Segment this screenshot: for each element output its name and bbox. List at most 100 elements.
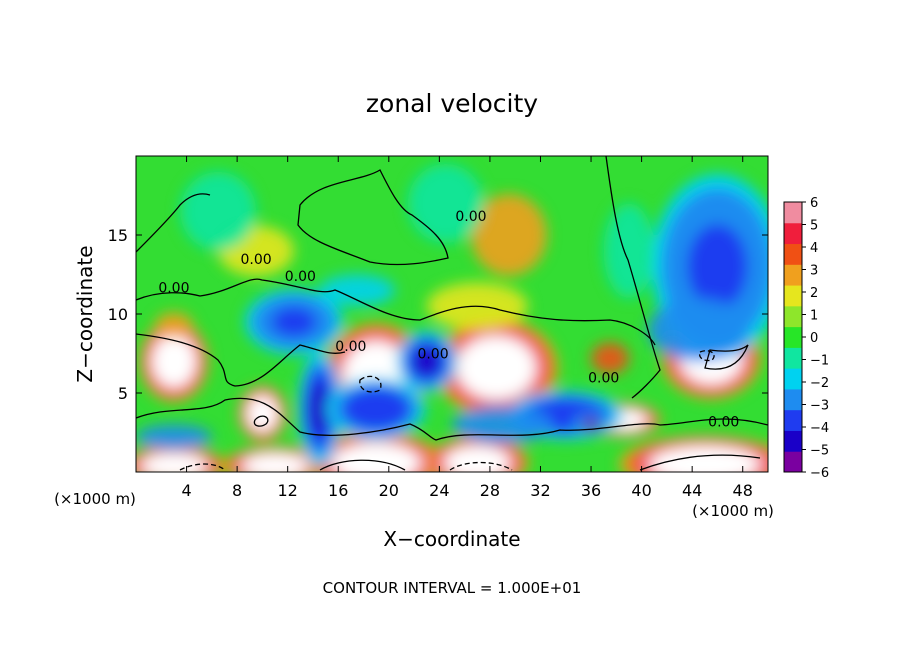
contour-label: 0.00 bbox=[708, 415, 739, 431]
contour-labels: 0.00 0.00 0.00 0.00 0.00 0.00 0.00 0.00 bbox=[158, 209, 739, 431]
colorbar-tick-label: 6 bbox=[810, 196, 818, 211]
field-feature bbox=[136, 446, 226, 472]
colorbar-swatch bbox=[784, 347, 802, 369]
field-feature bbox=[297, 351, 341, 467]
field-feature bbox=[647, 298, 750, 362]
field-blob bbox=[603, 203, 655, 299]
contour-label: 0.00 bbox=[588, 370, 619, 386]
field-blob bbox=[136, 424, 212, 450]
colorbar-tick-label: 0 bbox=[810, 331, 818, 346]
y-axis-label: Z−coordinate bbox=[73, 245, 97, 382]
field-ring bbox=[353, 394, 399, 424]
field-ring bbox=[651, 446, 759, 472]
chart-title: zonal velocity bbox=[366, 89, 538, 118]
x-tick-label: 12 bbox=[278, 481, 298, 500]
colorbar-swatch bbox=[784, 243, 802, 265]
field-feature bbox=[238, 385, 287, 442]
field-blob bbox=[407, 163, 484, 243]
colorbar-tick-label: −5 bbox=[810, 444, 829, 459]
colorbar-swatch bbox=[784, 305, 802, 328]
field-feature bbox=[591, 342, 629, 375]
x-tick-label: 40 bbox=[631, 481, 651, 500]
field-feature bbox=[397, 330, 457, 393]
contour-line bbox=[704, 344, 749, 370]
field-ring bbox=[309, 382, 330, 436]
x-tick-label: 8 bbox=[232, 481, 242, 500]
field-feature bbox=[223, 446, 327, 472]
contour-line bbox=[136, 397, 768, 441]
field-feature bbox=[319, 274, 396, 307]
field-feature bbox=[470, 193, 547, 277]
x-axis-label: X−coordinate bbox=[383, 527, 520, 551]
contour-line bbox=[359, 375, 382, 393]
contour-label: 0.00 bbox=[240, 252, 271, 268]
field-feature bbox=[136, 424, 212, 450]
x-tick-label: 24 bbox=[429, 481, 449, 500]
contour-line bbox=[136, 333, 346, 387]
contour-line bbox=[449, 461, 513, 471]
x-tick-label: 4 bbox=[181, 481, 191, 500]
field-blob bbox=[647, 298, 750, 362]
field-feature bbox=[307, 432, 445, 472]
field-ring bbox=[583, 419, 599, 430]
zero-contours bbox=[136, 156, 768, 471]
colorbar-tick-label: −1 bbox=[810, 354, 829, 369]
x-units-left: (×1000 m) bbox=[54, 490, 136, 508]
field-feature bbox=[407, 163, 484, 243]
colorbar-tick-label: 1 bbox=[810, 309, 818, 324]
contour-line bbox=[253, 415, 269, 427]
field-blob bbox=[470, 193, 547, 277]
contour-label: 0.00 bbox=[158, 280, 189, 296]
colorbar-tick-label: 4 bbox=[810, 241, 818, 256]
field-blob bbox=[452, 405, 554, 444]
field-feature bbox=[244, 289, 344, 355]
contour-interval-note: CONTOUR INTERVAL = 1.000E+01 bbox=[323, 579, 582, 597]
contour-line bbox=[179, 463, 226, 471]
contour-label: 0.00 bbox=[335, 339, 366, 355]
field-ring bbox=[152, 335, 196, 387]
contour-line bbox=[297, 169, 449, 266]
x-tick-label: 32 bbox=[530, 481, 550, 500]
colorbar-swatch bbox=[784, 451, 802, 473]
colorbar-tick-label: −3 bbox=[810, 399, 829, 414]
field-feature bbox=[603, 203, 655, 299]
contour-line bbox=[698, 350, 715, 362]
x-units-right: (×1000 m) bbox=[692, 502, 774, 520]
contour-line bbox=[136, 278, 656, 346]
colorbar-tick-label: 3 bbox=[810, 264, 818, 279]
y-tick-label: 5 bbox=[118, 384, 128, 403]
colorbar-swatch bbox=[784, 222, 802, 245]
x-axis-ticks: 4 8 12 16 20 24 28 32 36 40 44 48 bbox=[181, 156, 753, 500]
field-blob bbox=[180, 171, 257, 251]
y-tick-label: 15 bbox=[108, 226, 128, 245]
y-tick-label: 10 bbox=[108, 305, 128, 324]
contour-line bbox=[605, 156, 661, 399]
contour-label: 0.00 bbox=[417, 347, 448, 363]
colorbar-tick-label: −6 bbox=[810, 466, 829, 481]
contour-label: 0.00 bbox=[285, 269, 316, 285]
colorbar-swatch bbox=[784, 264, 802, 286]
colorbar-tick-label: 2 bbox=[810, 286, 818, 301]
colorbar: 6 5 4 3 2 1 0 −1 −2 −3 −4 −5 −6 bbox=[783, 196, 829, 481]
velocity-field bbox=[136, 163, 768, 472]
field-blob bbox=[319, 274, 396, 307]
field-feature bbox=[452, 405, 554, 444]
colorbar-tick-label: −4 bbox=[810, 421, 829, 436]
field-blob bbox=[154, 312, 193, 338]
colorbar-swatch bbox=[784, 326, 802, 348]
colorbar-swatch bbox=[784, 285, 802, 307]
colorbar-swatch bbox=[784, 388, 802, 411]
x-tick-label: 28 bbox=[480, 481, 500, 500]
contour-line bbox=[639, 454, 761, 471]
field-feature bbox=[154, 312, 193, 338]
field-ring bbox=[413, 347, 441, 376]
field-feature bbox=[139, 320, 209, 402]
colorbar-swatch bbox=[784, 409, 802, 431]
field-feature bbox=[326, 377, 426, 440]
field-ring bbox=[333, 443, 420, 472]
field-ring bbox=[687, 223, 748, 310]
colorbar-tick-label: −2 bbox=[810, 376, 829, 391]
colorbar-tick-label: 5 bbox=[810, 219, 818, 234]
x-tick-label: 36 bbox=[581, 481, 601, 500]
